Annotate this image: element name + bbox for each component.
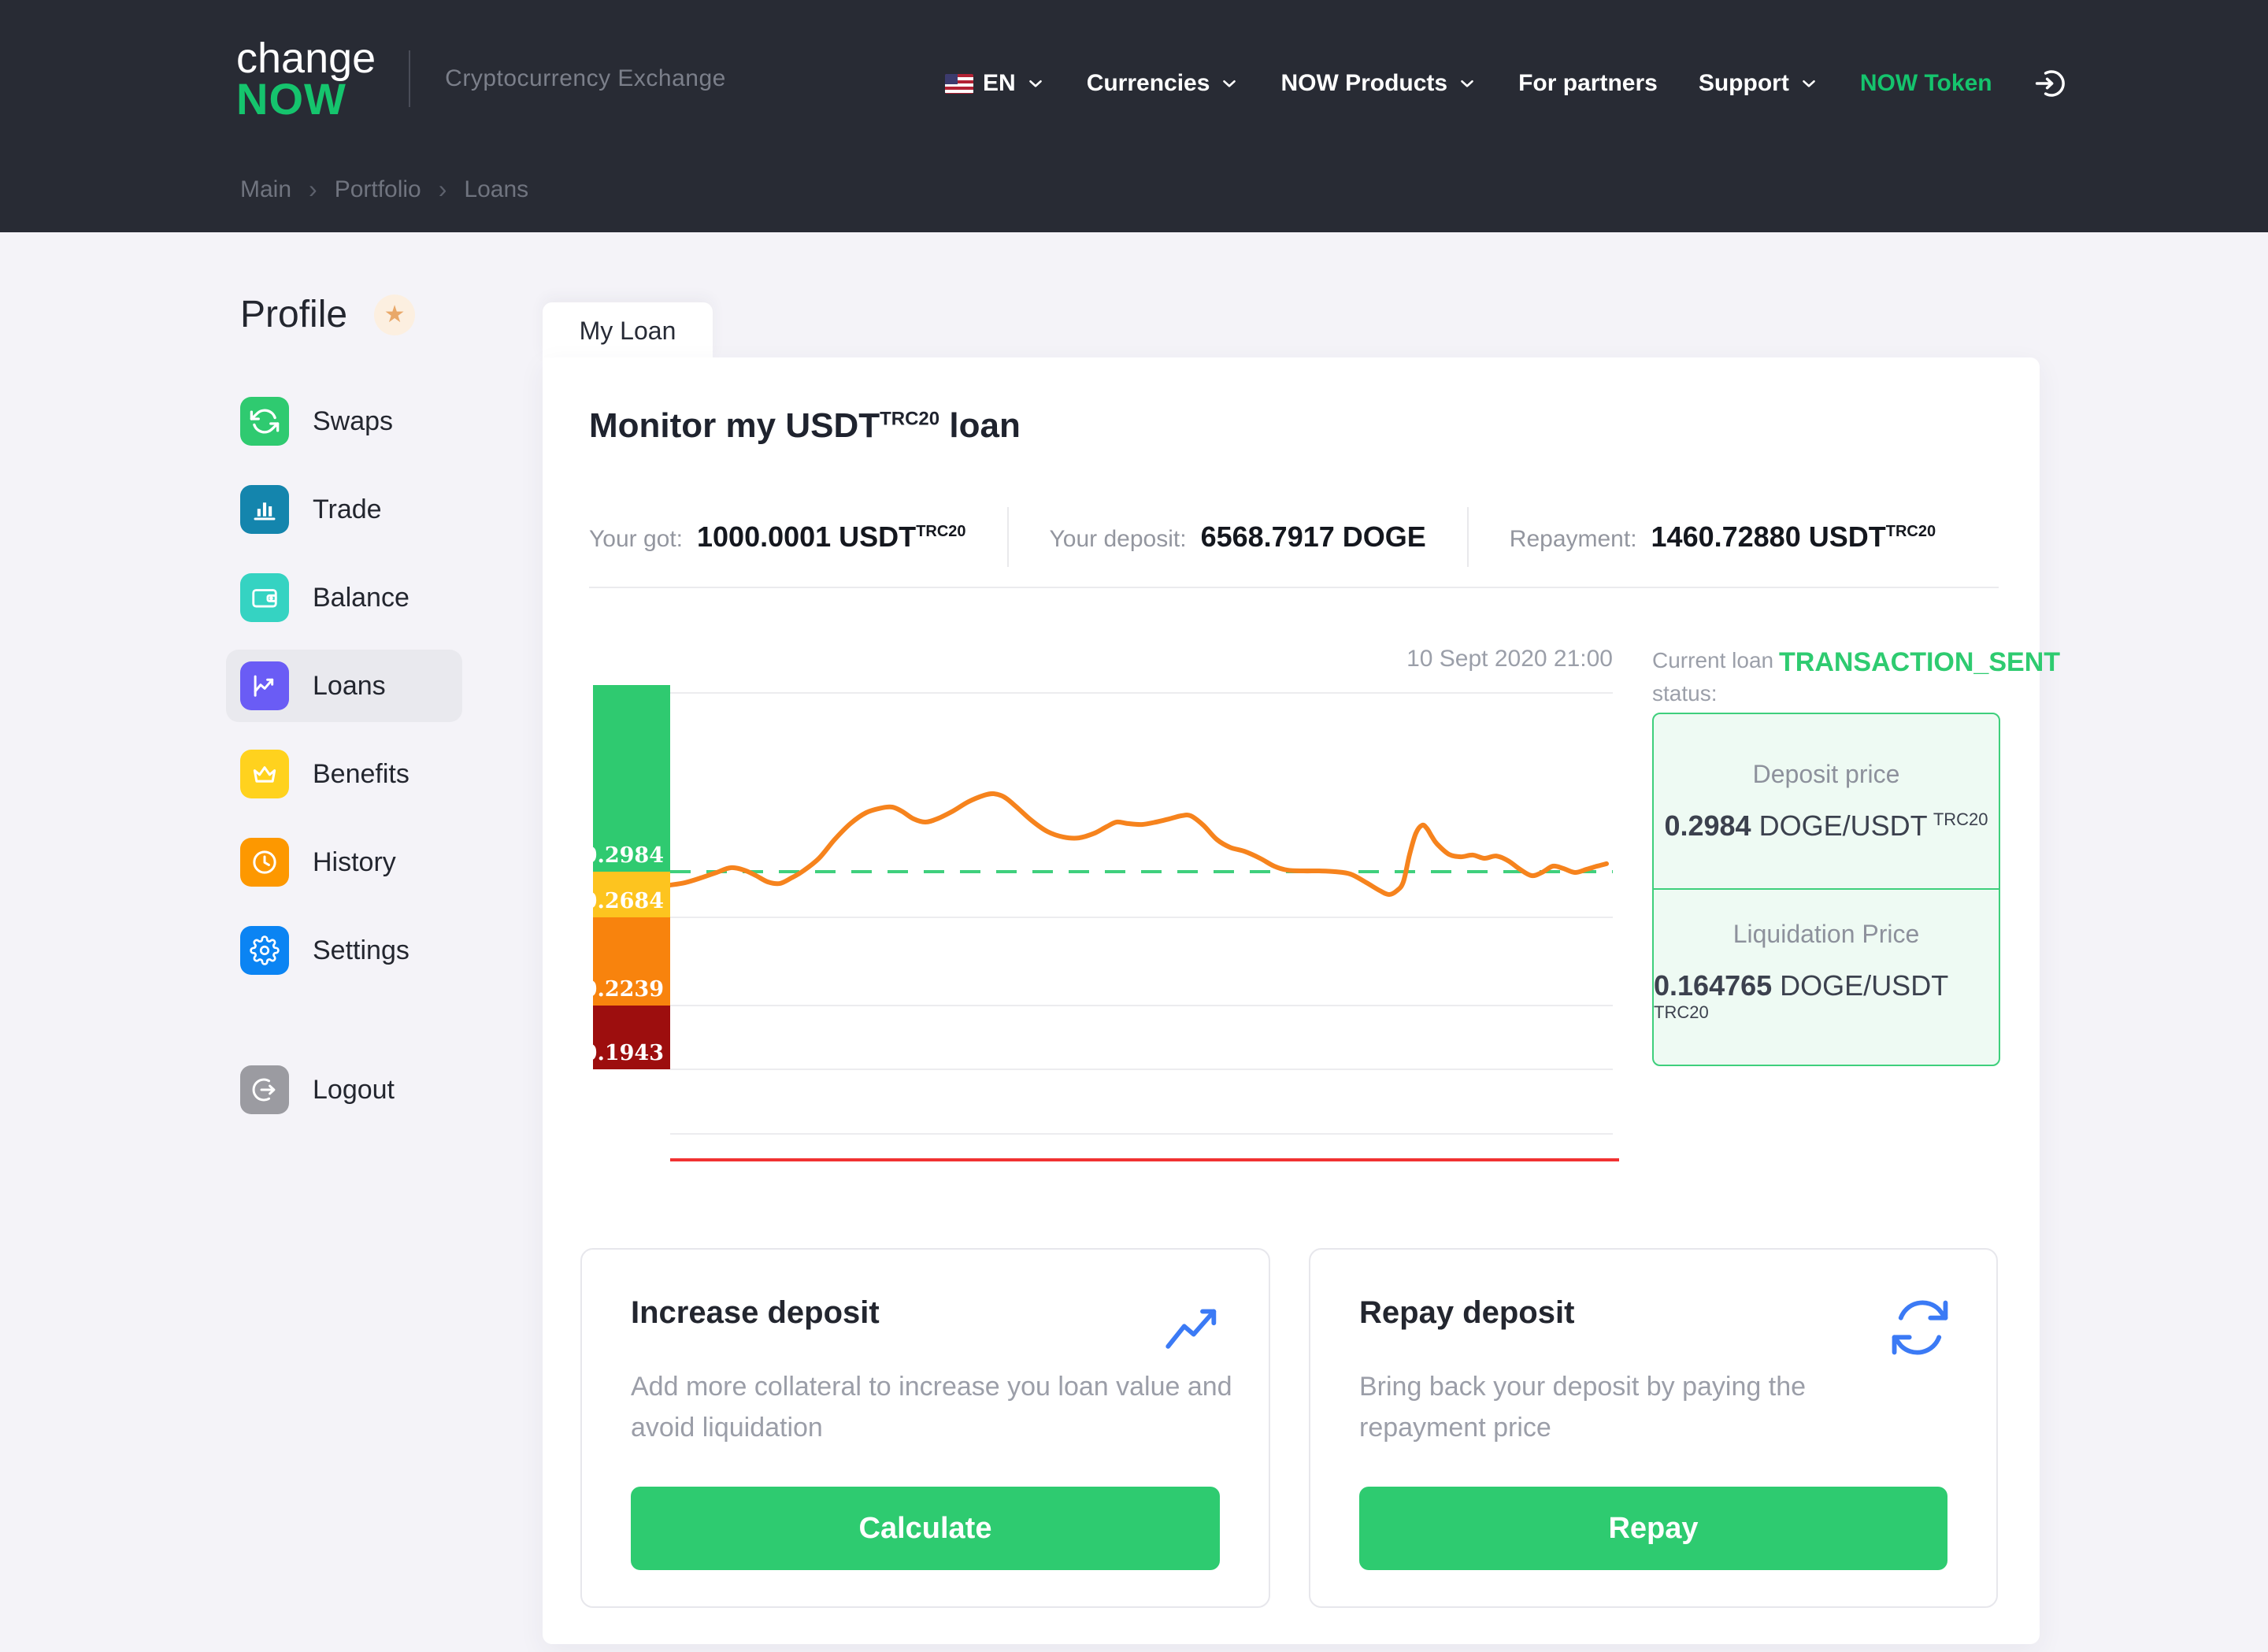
repay-button[interactable]: Repay (1359, 1487, 1947, 1570)
swap-arrows-icon (240, 397, 289, 446)
crown-icon (240, 750, 289, 798)
deposit-price-box: Deposit price 0.2984 DOGE/USDT TRC20 (1654, 714, 1999, 890)
logo-line2: NOW (236, 74, 346, 124)
breadcrumb-portfolio[interactable]: Portfolio (334, 176, 421, 202)
price-info-boxes: Deposit price 0.2984 DOGE/USDT TRC20 Liq… (1652, 713, 2000, 1066)
tab-my-loan[interactable]: My Loan (543, 302, 713, 359)
price-line (670, 791, 1609, 897)
increase-deposit-card: Increase deposit Add more collateral to … (580, 1248, 1270, 1608)
line-chart-icon (240, 661, 289, 710)
us-flag-icon (945, 73, 973, 94)
chevron-down-icon (1803, 80, 1815, 87)
nav-currencies[interactable]: Currencies (1087, 70, 1240, 97)
price-zone-bar: 0.2984 0.2684 0.2239 0.1943 (583, 685, 670, 1069)
language-label: EN (983, 70, 1016, 96)
star-icon: ★ (374, 294, 416, 335)
zone-warning: 0.2684 (583, 872, 670, 917)
wallet-icon (240, 573, 289, 622)
logo-text: change NOW (236, 35, 376, 124)
stat-divider (1006, 507, 1009, 567)
divider (589, 587, 1999, 588)
repay-deposit-card: Repay deposit Bring back your deposit by… (1309, 1248, 1998, 1608)
card-title: Repay deposit (1359, 1295, 1575, 1330)
breadcrumb-separator: › (438, 175, 447, 203)
clock-icon (240, 838, 289, 887)
sidebar: Profile ★ Swaps Trade (226, 293, 462, 1142)
card-description: Bring back your deposit by paying the re… (1359, 1372, 1807, 1443)
bar-chart-icon (240, 485, 289, 534)
chevron-down-icon (1461, 80, 1473, 87)
sidebar-item-loans[interactable]: Loans (226, 650, 462, 722)
liquidation-price-box: Liquidation Price 0.164765 DOGE/USDT TRC… (1654, 920, 1949, 1022)
logo-tagline: Cryptocurrency Exchange (445, 65, 726, 91)
nav-currencies-label: Currencies (1086, 70, 1210, 96)
stat-your-deposit: Your deposit: 6568.7917 DOGE (1049, 520, 1426, 553)
gear-icon (240, 926, 289, 975)
nav-now-products-label: NOW Products (1280, 70, 1448, 96)
chevron-down-icon (1223, 80, 1236, 87)
stat-your-got: Your got: 1000.0001 USDTTRC20 (589, 520, 966, 553)
logo-divider (409, 50, 411, 107)
login-icon[interactable] (2033, 66, 2068, 101)
sidebar-item-label: Balance (313, 582, 410, 613)
sidebar-item-label: Benefits (313, 758, 410, 789)
sidebar-item-label: Loans (313, 670, 386, 701)
breadcrumb-separator: › (309, 175, 317, 203)
breadcrumb: Main › Portfolio › Loans (240, 175, 528, 204)
loan-status-badge: TRANSACTION_SENT (1779, 647, 2061, 677)
nav-now-products[interactable]: NOW Products (1280, 70, 1477, 97)
stat-divider (1466, 507, 1469, 567)
zone-danger: 0.2239 (583, 917, 670, 1006)
main-nav: EN Currencies NOW Products For partners … (945, 60, 2068, 107)
sidebar-item-label: Logout (313, 1074, 395, 1105)
sidebar-item-logout[interactable]: Logout (226, 1054, 462, 1126)
price-chart (670, 692, 1619, 1161)
nav-now-token[interactable]: NOW Token (1859, 70, 1992, 96)
sidebar-item-settings[interactable]: Settings (226, 914, 462, 987)
loan-stats: Your got: 1000.0001 USDTTRC20 Your depos… (589, 507, 1936, 567)
zone-liquidation: 0.1943 (583, 1006, 670, 1069)
sidebar-item-label: Swaps (313, 406, 394, 436)
chart-timestamp: 10 Sept 2020 21:00 (1406, 646, 1613, 672)
loan-status-label: Current loan status: (1652, 648, 1774, 706)
sidebar-item-swaps[interactable]: Swaps (226, 385, 462, 457)
top-header: change NOW Cryptocurrency Exchange EN Cu… (0, 0, 2268, 232)
page-title: Monitor my USDTTRC20 loan (589, 406, 1021, 445)
logo[interactable]: change NOW Cryptocurrency Exchange (236, 35, 726, 124)
trending-up-icon (1160, 1295, 1225, 1364)
sidebar-item-label: History (313, 846, 396, 877)
sidebar-item-history[interactable]: History (226, 826, 462, 898)
refresh-icon (1888, 1295, 1952, 1364)
logo-line1: change (236, 35, 376, 82)
stat-repayment: Repayment: 1460.72880 USDTTRC20 (1509, 520, 1936, 553)
sidebar-item-label: Trade (313, 494, 382, 524)
chevron-down-icon (1028, 80, 1042, 87)
profile-title: Profile (240, 294, 348, 335)
sidebar-item-label: Settings (313, 935, 410, 965)
logout-icon (240, 1065, 289, 1114)
calculate-button[interactable]: Calculate (631, 1487, 1220, 1570)
breadcrumb-loans: Loans (464, 176, 529, 202)
sidebar-item-trade[interactable]: Trade (226, 473, 462, 546)
nav-for-partners-label: For partners (1518, 70, 1658, 96)
language-selector[interactable]: EN (945, 70, 1046, 97)
card-title: Increase deposit (631, 1295, 880, 1330)
loan-panel: Monitor my USDTTRC20 loan Your got: 1000… (543, 357, 2060, 1644)
card-description: Add more collateral to increase you loan… (631, 1372, 1232, 1443)
sidebar-item-balance[interactable]: Balance (226, 561, 462, 634)
sidebar-item-benefits[interactable]: Benefits (226, 738, 462, 810)
zone-safe: 0.2984 (583, 685, 670, 872)
breadcrumb-main[interactable]: Main (240, 176, 292, 202)
nav-for-partners[interactable]: For partners (1518, 70, 1658, 97)
nav-support-label: Support (1698, 70, 1789, 96)
nav-support[interactable]: Support (1699, 70, 1819, 97)
